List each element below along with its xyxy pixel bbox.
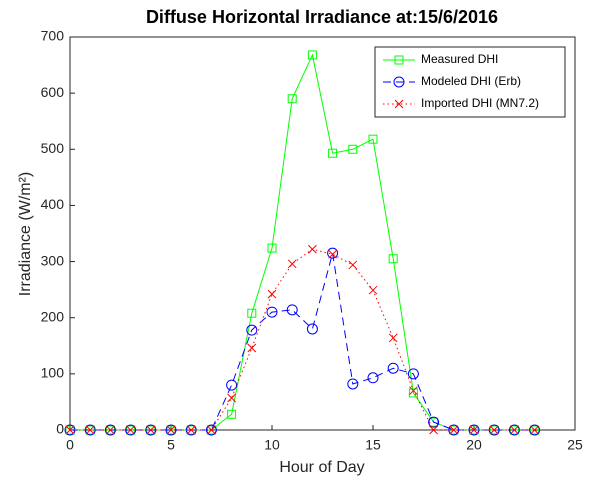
marker — [530, 425, 540, 435]
marker — [529, 424, 541, 436]
marker — [186, 425, 196, 435]
marker — [388, 333, 398, 343]
marker — [287, 94, 297, 104]
marker — [348, 144, 358, 154]
marker — [267, 289, 277, 299]
x-tick-label: 20 — [466, 437, 482, 453]
x-axis-label: Hour of Day — [279, 459, 364, 476]
marker — [267, 243, 277, 253]
y-tick-label: 200 — [41, 308, 65, 324]
marker — [428, 416, 440, 428]
marker — [84, 424, 96, 436]
marker — [327, 247, 339, 259]
x-tick-label: 10 — [264, 437, 280, 453]
legend-label: Modeled DHI (Erb) — [421, 74, 521, 88]
marker — [286, 304, 298, 316]
marker — [166, 425, 176, 435]
y-tick-label: 300 — [41, 252, 65, 268]
legend-label: Imported DHI (MN7.2) — [421, 96, 539, 110]
marker — [489, 425, 499, 435]
marker — [227, 409, 237, 419]
series-line — [70, 248, 535, 431]
legend-box — [374, 46, 566, 118]
chart-title: Diffuse Horizontal Irradiance at:15/6/20… — [146, 7, 498, 27]
plot-frame — [69, 36, 576, 431]
x-tick-label: 5 — [167, 437, 175, 453]
marker — [409, 386, 418, 396]
marker — [407, 368, 419, 380]
y-tick-label: 700 — [41, 28, 65, 44]
marker — [469, 425, 479, 435]
y-tick-label: 500 — [41, 140, 65, 156]
legend-label: Measured DHI — [421, 52, 498, 66]
marker — [510, 425, 519, 435]
legend-marker — [393, 76, 405, 88]
marker — [65, 425, 75, 435]
marker — [429, 425, 438, 435]
y-tick-label: 0 — [56, 421, 64, 437]
marker — [448, 424, 460, 436]
marker — [449, 425, 459, 435]
marker — [246, 324, 258, 336]
marker — [266, 306, 278, 318]
marker — [307, 50, 317, 60]
marker — [226, 379, 238, 391]
marker — [85, 425, 95, 435]
marker — [247, 343, 257, 353]
marker — [126, 425, 135, 435]
y-tick-label: 100 — [41, 365, 65, 381]
marker — [287, 259, 297, 269]
y-tick-label: 600 — [41, 84, 65, 100]
marker — [388, 254, 398, 264]
y-axis-label: Irradiance (W/m²) — [17, 172, 34, 296]
x-tick-label: 0 — [66, 437, 74, 453]
x-tick-label: 15 — [365, 437, 381, 453]
marker — [368, 134, 378, 144]
marker — [106, 425, 115, 435]
marker — [306, 323, 318, 335]
y-tick-label: 400 — [41, 196, 65, 212]
marker — [387, 362, 399, 374]
legend-marker — [394, 55, 404, 65]
marker — [146, 425, 156, 435]
marker — [347, 378, 359, 390]
marker — [328, 249, 337, 259]
x-tick-label: 25 — [567, 437, 583, 453]
marker — [308, 244, 317, 254]
marker — [328, 148, 338, 158]
marker — [207, 425, 216, 435]
marker — [367, 372, 379, 384]
legend-marker — [394, 99, 404, 109]
marker — [408, 388, 418, 398]
marker — [530, 425, 539, 435]
marker — [227, 393, 236, 403]
marker — [488, 424, 500, 436]
marker — [247, 308, 257, 318]
marker — [125, 424, 137, 436]
marker — [348, 260, 358, 270]
marker — [368, 285, 378, 295]
